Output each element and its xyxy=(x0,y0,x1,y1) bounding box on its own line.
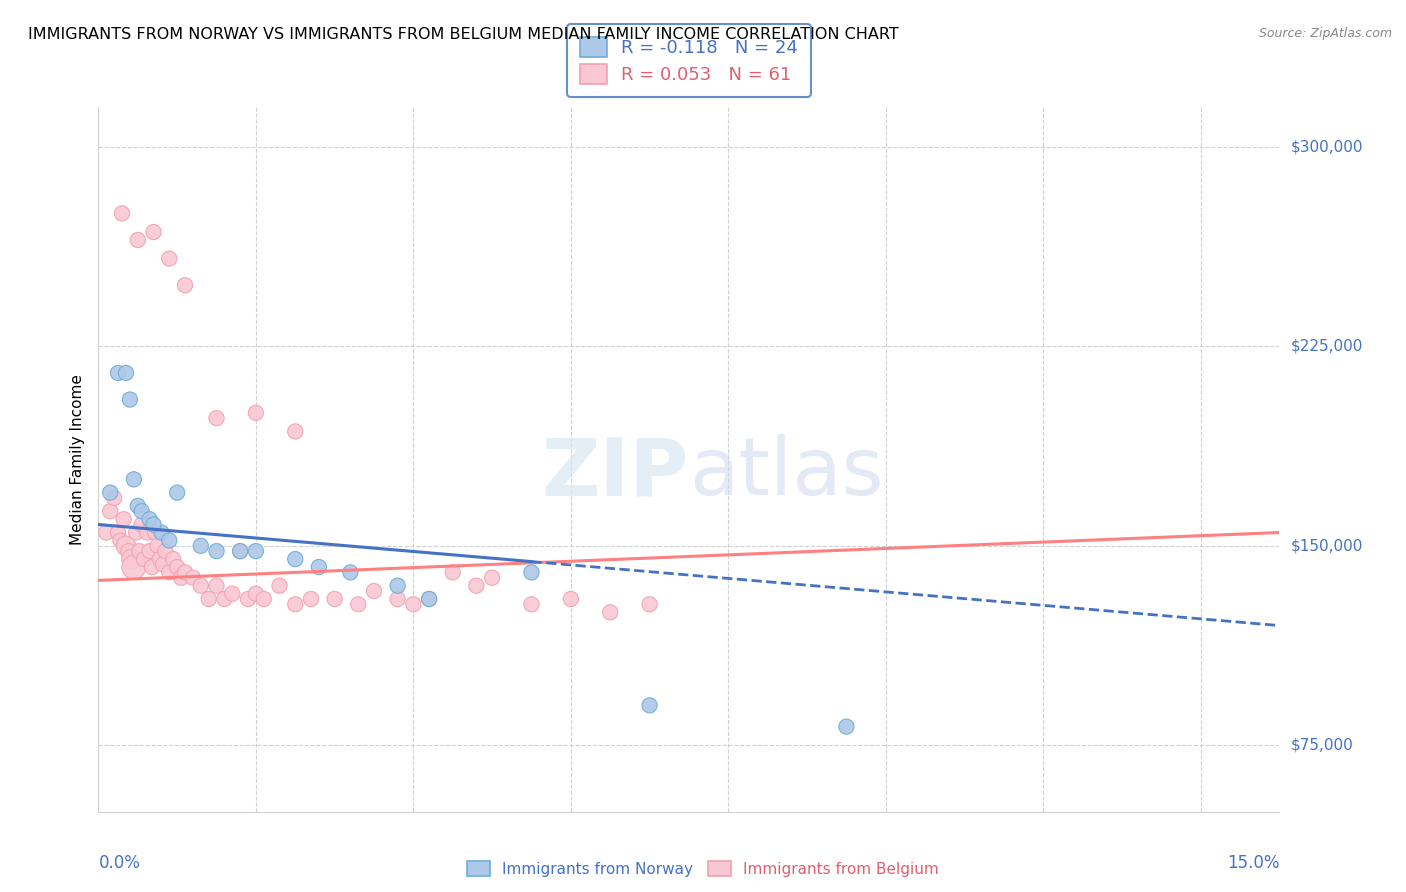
Text: $225,000: $225,000 xyxy=(1291,339,1362,354)
Point xyxy=(98,485,121,500)
Point xyxy=(835,720,858,734)
Point xyxy=(205,544,228,558)
Point xyxy=(141,560,163,574)
Point xyxy=(115,539,138,553)
Point xyxy=(107,366,129,380)
Point xyxy=(166,485,188,500)
Point xyxy=(190,539,212,553)
Point xyxy=(112,512,135,526)
Point xyxy=(170,571,193,585)
Point xyxy=(149,552,172,566)
Point xyxy=(143,525,166,540)
Point xyxy=(174,278,197,293)
Point xyxy=(638,698,661,713)
Point xyxy=(339,566,361,580)
Point xyxy=(269,579,291,593)
Point xyxy=(245,587,267,601)
Point xyxy=(162,552,184,566)
Point xyxy=(245,406,267,420)
Text: $75,000: $75,000 xyxy=(1291,738,1354,753)
Point xyxy=(118,392,141,407)
Point xyxy=(638,597,661,611)
Point xyxy=(98,504,121,518)
Point xyxy=(138,544,160,558)
Point xyxy=(111,206,134,220)
Point xyxy=(142,517,165,532)
Point xyxy=(190,579,212,593)
Point xyxy=(157,566,180,580)
Point xyxy=(214,592,236,607)
Point xyxy=(205,411,228,425)
Point xyxy=(152,558,174,572)
Point xyxy=(418,592,440,607)
Text: $300,000: $300,000 xyxy=(1291,139,1362,154)
Point xyxy=(197,592,219,607)
Point xyxy=(96,525,118,540)
Point xyxy=(387,579,409,593)
Point xyxy=(253,592,276,607)
Point xyxy=(387,592,409,607)
Point xyxy=(323,592,346,607)
Point xyxy=(131,504,153,518)
Point xyxy=(520,597,543,611)
Point xyxy=(107,525,129,540)
Point xyxy=(103,491,125,505)
Point xyxy=(136,525,159,540)
Point xyxy=(181,571,204,585)
Text: 0.0%: 0.0% xyxy=(98,854,141,872)
Point xyxy=(131,517,153,532)
Point xyxy=(132,552,155,566)
Text: IMMIGRANTS FROM NORWAY VS IMMIGRANTS FROM BELGIUM MEDIAN FAMILY INCOME CORRELATI: IMMIGRANTS FROM NORWAY VS IMMIGRANTS FRO… xyxy=(28,27,898,42)
Point xyxy=(142,225,165,239)
Point xyxy=(115,366,138,380)
Point xyxy=(127,233,149,247)
Point xyxy=(122,472,145,486)
Text: ZIP: ZIP xyxy=(541,434,689,513)
Point xyxy=(138,512,160,526)
Point xyxy=(465,579,488,593)
Point xyxy=(245,544,267,558)
Point xyxy=(284,552,307,566)
Text: atlas: atlas xyxy=(689,434,883,513)
Point xyxy=(117,544,139,558)
Point xyxy=(174,566,197,580)
Point xyxy=(221,587,243,601)
Point xyxy=(125,525,148,540)
Point xyxy=(284,597,307,611)
Point xyxy=(155,544,177,558)
Point xyxy=(560,592,582,607)
Point xyxy=(229,544,252,558)
Point xyxy=(347,597,370,611)
Point xyxy=(229,544,252,558)
Point xyxy=(284,425,307,439)
Point xyxy=(363,584,385,599)
Point xyxy=(599,605,621,619)
Text: Source: ZipAtlas.com: Source: ZipAtlas.com xyxy=(1258,27,1392,40)
Point xyxy=(157,533,180,548)
Point xyxy=(121,552,143,566)
Point xyxy=(146,539,169,553)
Point xyxy=(157,252,180,266)
Point xyxy=(520,566,543,580)
Point xyxy=(166,560,188,574)
Point xyxy=(441,566,464,580)
Text: $150,000: $150,000 xyxy=(1291,538,1362,553)
Point xyxy=(299,592,322,607)
Point xyxy=(308,560,330,574)
Point xyxy=(205,579,228,593)
Point xyxy=(418,592,440,607)
Text: 15.0%: 15.0% xyxy=(1227,854,1279,872)
Legend: R = -0.118   N = 24, R = 0.053   N = 61: R = -0.118 N = 24, R = 0.053 N = 61 xyxy=(567,24,811,96)
Point xyxy=(150,525,173,540)
Point xyxy=(128,544,150,558)
Point xyxy=(127,499,149,513)
Legend: Immigrants from Norway, Immigrants from Belgium: Immigrants from Norway, Immigrants from … xyxy=(460,853,946,884)
Point xyxy=(236,592,259,607)
Point xyxy=(402,597,425,611)
Point xyxy=(481,571,503,585)
Point xyxy=(110,533,132,548)
Y-axis label: Median Family Income: Median Family Income xyxy=(69,374,84,545)
Point xyxy=(122,560,145,574)
